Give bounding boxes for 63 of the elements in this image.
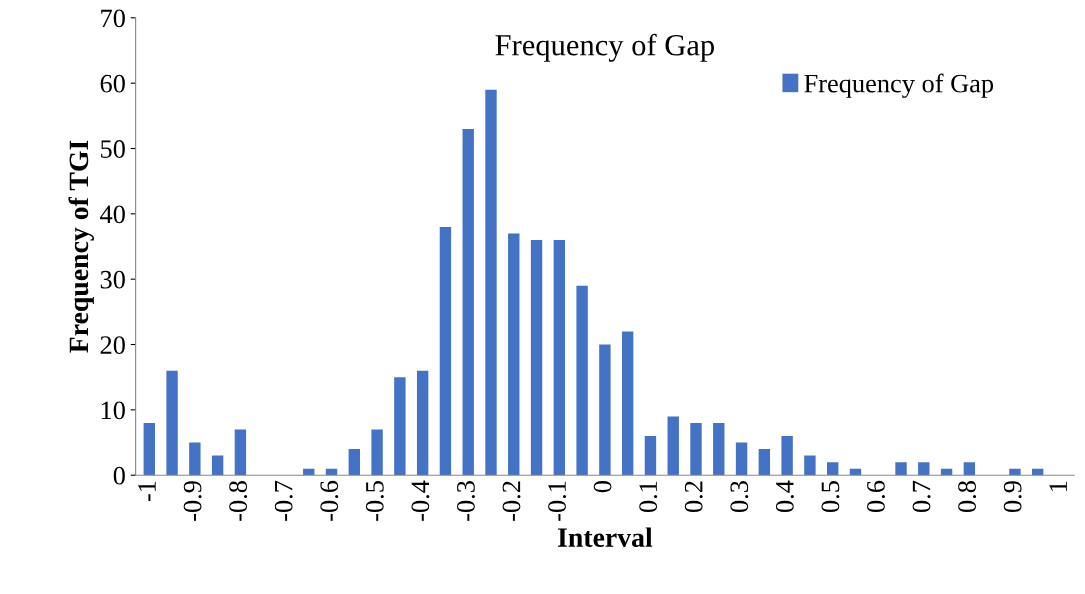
y-tick-label: 60	[100, 74, 125, 93]
bar	[485, 89, 497, 476]
bar	[667, 416, 679, 476]
bar	[348, 449, 361, 476]
y-tick-label: 10	[101, 401, 125, 420]
x-tick-label: 0.4	[775, 480, 794, 513]
bar	[576, 285, 588, 476]
x-axis-title: Interval	[557, 527, 653, 547]
bar	[371, 429, 383, 476]
bar	[553, 239, 566, 476]
y-tick-label: 20	[100, 336, 125, 354]
bar	[439, 226, 452, 476]
bar	[166, 370, 178, 476]
bar	[735, 442, 748, 476]
x-tick-label: 0.1	[639, 481, 658, 513]
x-tick-label: -0.5	[365, 481, 384, 521]
bar	[963, 462, 976, 476]
bar	[416, 370, 429, 476]
x-tick-label: -0.6	[320, 480, 339, 521]
y-tick-label: 70	[101, 9, 125, 28]
bar	[234, 429, 247, 476]
x-tick-label: 0.9	[1003, 481, 1022, 513]
bar	[394, 377, 406, 476]
bar	[462, 128, 474, 476]
x-tick-label: -0.9	[183, 481, 202, 521]
x-tick-label: 0.5	[821, 481, 840, 513]
x-tick-label: 0	[593, 481, 612, 493]
x-tick-label: -0.8	[229, 481, 248, 521]
bar	[599, 344, 611, 476]
x-tick-label: 0.7	[912, 480, 931, 513]
x-tick-label: -0.7	[274, 480, 293, 521]
x-tick-label: 0.8	[958, 481, 977, 513]
bar	[644, 436, 657, 476]
x-tick-label: 1	[1049, 481, 1067, 491]
bar	[781, 436, 793, 476]
bar	[895, 462, 907, 476]
x-tick-label: 0.2	[684, 481, 703, 513]
bar	[143, 422, 155, 476]
x-tick-label: -1	[138, 481, 156, 502]
bar	[690, 422, 702, 476]
y-tick-label: 40	[100, 205, 125, 224]
chart-title: Frequency of Gap	[495, 33, 714, 62]
x-tick-label: 0.6	[867, 480, 885, 513]
x-tick-label: -0.1	[548, 481, 567, 521]
x-tick-label: -0.3	[457, 481, 475, 521]
bar	[621, 331, 634, 476]
bar	[713, 422, 725, 476]
bar	[1009, 468, 1021, 476]
bar	[508, 233, 520, 476]
y-axis-title: Frequency of TGI	[68, 140, 94, 353]
y-tick-label: 30	[100, 270, 125, 289]
x-tick-label: -0.4	[411, 480, 430, 521]
y-tick-label: 50	[101, 140, 125, 158]
x-tick-label: 0.3	[730, 481, 749, 513]
bar	[211, 455, 224, 476]
legend-label: Frequency of Gap	[804, 73, 994, 98]
bar	[918, 462, 930, 476]
bar	[804, 455, 816, 476]
x-tick-label: -0.2	[502, 481, 521, 521]
bar	[758, 449, 771, 476]
bar	[826, 462, 839, 476]
bar	[189, 442, 201, 476]
bar	[530, 239, 543, 476]
